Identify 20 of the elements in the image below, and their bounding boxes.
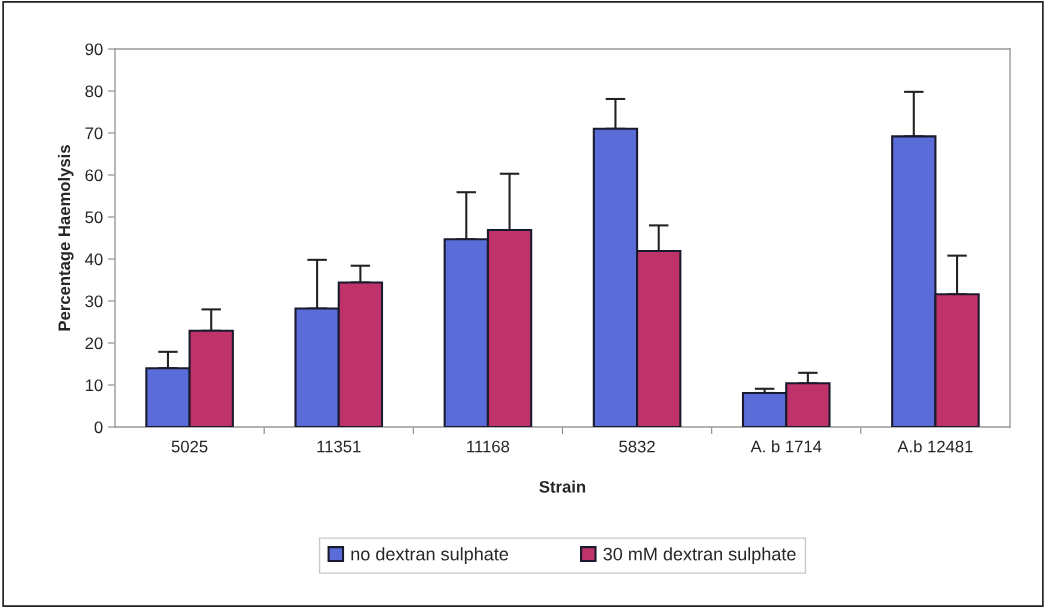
- y-tick-label: 40: [85, 253, 103, 266]
- y-tick-label: 10: [85, 379, 103, 392]
- legend-label: 30 mM dextran sulphate: [603, 547, 796, 565]
- y-tick-label: 50: [85, 211, 103, 224]
- legend-label: no dextran sulphate: [351, 547, 509, 565]
- x-tick-label: 5025: [171, 440, 208, 453]
- y-tick-label: 60: [85, 169, 103, 182]
- y-tick-label: 90: [85, 43, 103, 56]
- y-tick-label: 70: [85, 127, 103, 140]
- y-tick-label: 80: [85, 85, 103, 98]
- y-tick-label: 30: [85, 295, 103, 308]
- y-tick-label: 20: [85, 337, 103, 350]
- x-tick-label: A. b 1714: [750, 440, 822, 453]
- x-tick-label: A.b 12481: [897, 440, 973, 453]
- x-tick-label: 11351: [317, 440, 361, 453]
- y-tick-label: 0: [94, 421, 103, 434]
- x-axis-title: Strain: [539, 480, 586, 493]
- x-tick-label: 5832: [619, 440, 655, 453]
- x-tick-label: 11168: [467, 440, 510, 453]
- y-axis-title: Percentage Haemolysis: [57, 145, 74, 331]
